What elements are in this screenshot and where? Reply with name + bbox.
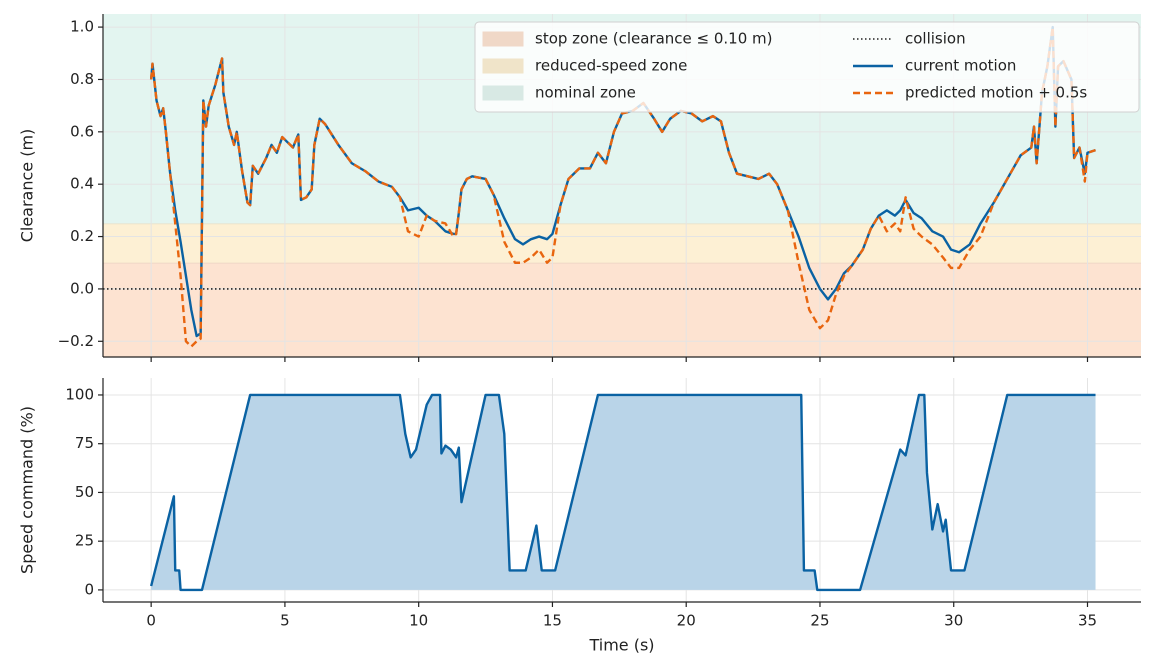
y-tick-label: 75 [75,434,94,452]
x-tick-label: 30 [944,612,963,630]
series-line [149,25,1096,348]
legend-frame [474,21,1140,113]
x-tick-label: 0 [146,612,156,630]
legend-label: stop zone (clearance ≤ 0.10 m) [535,30,772,48]
legend-label: collision [905,30,966,48]
y-axis-label: Speed command (%) [18,406,37,574]
y-tick-label: 100 [65,385,94,403]
y-tick-label: 25 [75,532,94,550]
x-axis-label: Time (s) [588,636,654,655]
y-tick-label: 0.2 [70,227,94,245]
y-tick-label: 50 [75,483,94,501]
legend-swatch [482,58,524,74]
area-fill [151,394,1096,590]
legend-label: predicted motion + 0.5s [905,84,1087,102]
y-tick-label: 0 [84,580,94,598]
plot-area [103,378,1141,602]
x-tick-label: 25 [810,612,829,630]
legend-label: current motion [905,57,1016,75]
y-tick-label: 0.8 [70,70,94,88]
legend-label: reduced-speed zone [535,57,687,75]
x-tick-label: 10 [409,612,428,630]
area-line [149,393,1096,592]
y-tick-label: 0.6 [70,122,94,140]
y-tick-label: 1.0 [70,18,94,36]
y-axis-label: Clearance (m) [18,129,37,243]
y-tick-label: −0.2 [58,332,94,350]
x-tick-label: 20 [677,612,696,630]
legend-label: nominal zone [535,84,636,102]
y-tick-label: 0.4 [70,175,94,193]
x-tick-label: 15 [543,612,562,630]
zone-band [103,223,1141,263]
zone-band [103,262,1141,357]
x-tick-label: 5 [280,612,290,630]
x-tick-label: 35 [1078,612,1097,630]
legend-swatch [482,31,524,47]
legend-swatch [482,85,524,101]
y-tick-label: 0.0 [70,279,94,297]
legend: stop zone (clearance ≤ 0.10 m) reduced-sp… [474,21,1140,113]
